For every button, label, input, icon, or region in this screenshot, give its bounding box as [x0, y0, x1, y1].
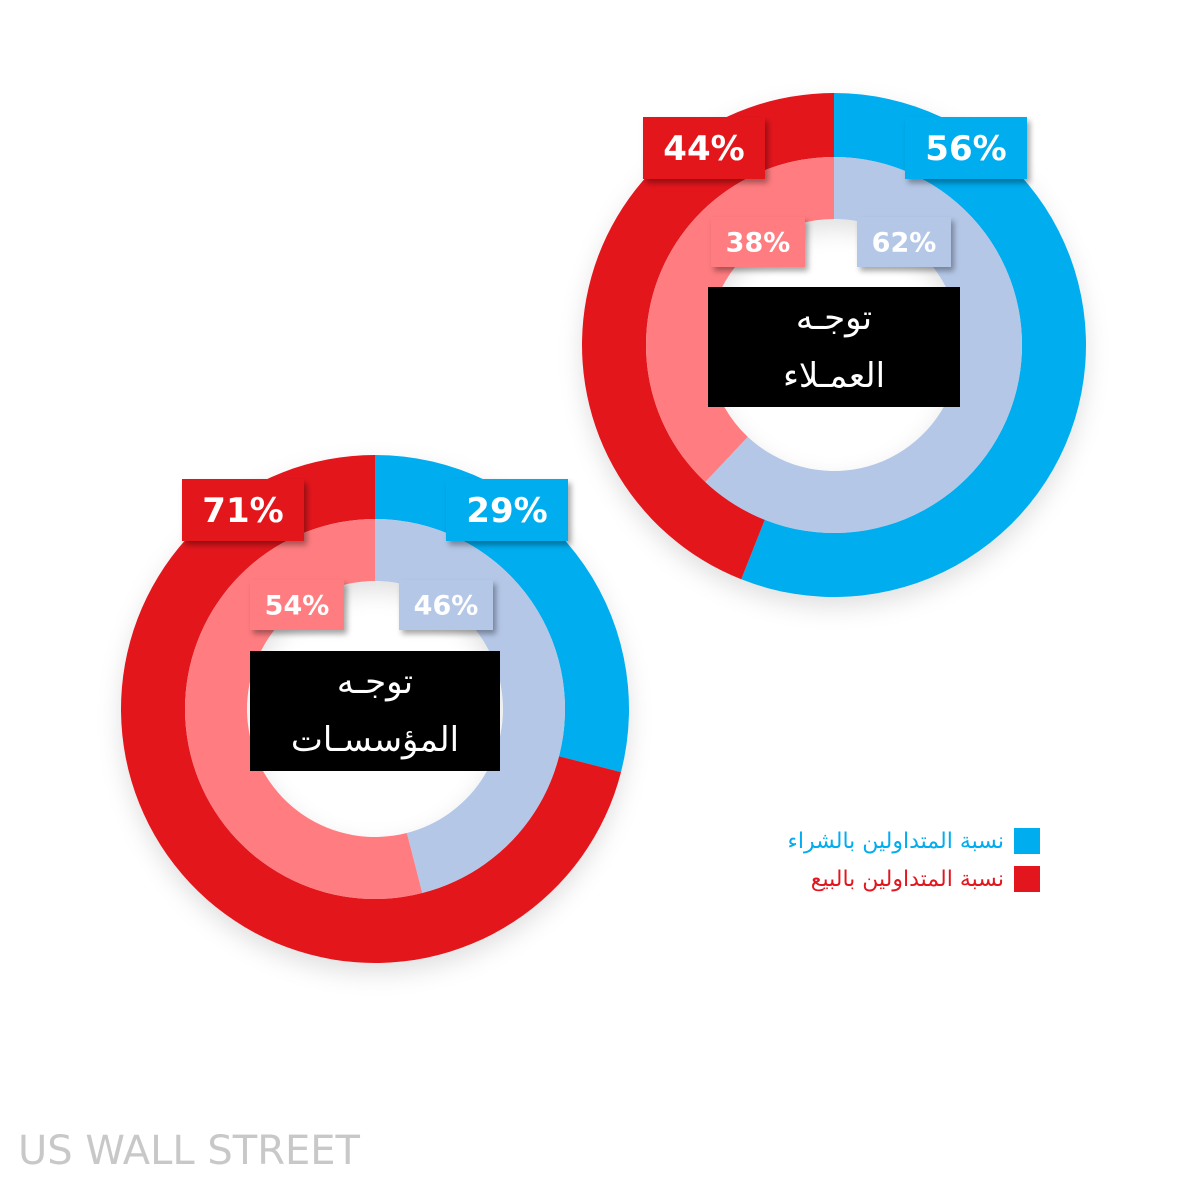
customers-outer-buy-label-box — [905, 117, 1027, 179]
institutions-inner-sell-slice — [185, 519, 423, 899]
institutions-outer-sell-label: 71% — [202, 491, 283, 531]
institutions-title-line-2: المؤسسـات — [291, 720, 459, 760]
customers-center-box — [708, 287, 960, 407]
legend-swatch-sell — [1014, 866, 1040, 892]
institutions-outer-sell-label-box — [182, 479, 304, 541]
institutions-inner-buy-slice — [375, 519, 566, 894]
customers-outer-sell-label-box — [643, 117, 765, 179]
customers-inner-buy-label: 62% — [872, 228, 937, 259]
institutions-outer-buy-slice — [375, 455, 630, 773]
legend-item-buy: نسبة المتداولين بالشراء — [740, 822, 1040, 860]
legend-label-buy: نسبة المتداولين بالشراء — [787, 828, 1004, 854]
customers-outer-buy-slice — [741, 93, 1086, 597]
donut-chart-customers: توجـه العمـلاء 56% 44% 62% 38% — [582, 93, 1086, 597]
customers-title-line-1: توجـه — [796, 298, 872, 338]
institutions-outer-buy-label-box — [446, 479, 568, 541]
legend-item-sell: نسبة المتداولين بالبيع — [740, 860, 1040, 898]
institutions-rings — [121, 455, 630, 963]
watermark-text: US WALL STREET — [18, 1128, 360, 1174]
institutions-inner-sell-label: 54% — [265, 591, 330, 622]
customers-inner-sell-label-box — [711, 217, 805, 267]
donut-chart-institutions: توجـه المؤسسـات 29% 71% 46% 54% — [121, 455, 630, 963]
legend-label-sell: نسبة المتداولين بالبيع — [810, 866, 1004, 892]
institutions-inner-buy-label: 46% — [414, 591, 479, 622]
institutions-center-box — [250, 651, 500, 771]
customers-outer-sell-label: 44% — [663, 129, 744, 169]
customers-inner-sell-label: 38% — [726, 228, 791, 259]
customers-title-line-2: العمـلاء — [783, 356, 885, 396]
customers-outer-buy-label: 56% — [925, 129, 1006, 169]
legend: نسبة المتداولين بالشراء نسبة المتداولين … — [740, 822, 1040, 898]
legend-swatch-buy — [1014, 828, 1040, 854]
institutions-title-line-1: توجـه — [337, 662, 413, 702]
institutions-inner-sell-label-box — [250, 580, 344, 630]
institutions-inner-buy-label-box — [399, 580, 493, 630]
customers-inner-sell-slice — [646, 157, 834, 483]
institutions-outer-buy-label: 29% — [466, 491, 547, 531]
customers-outer-sell-slice — [582, 93, 834, 580]
customers-inner-buy-label-box — [857, 217, 951, 267]
